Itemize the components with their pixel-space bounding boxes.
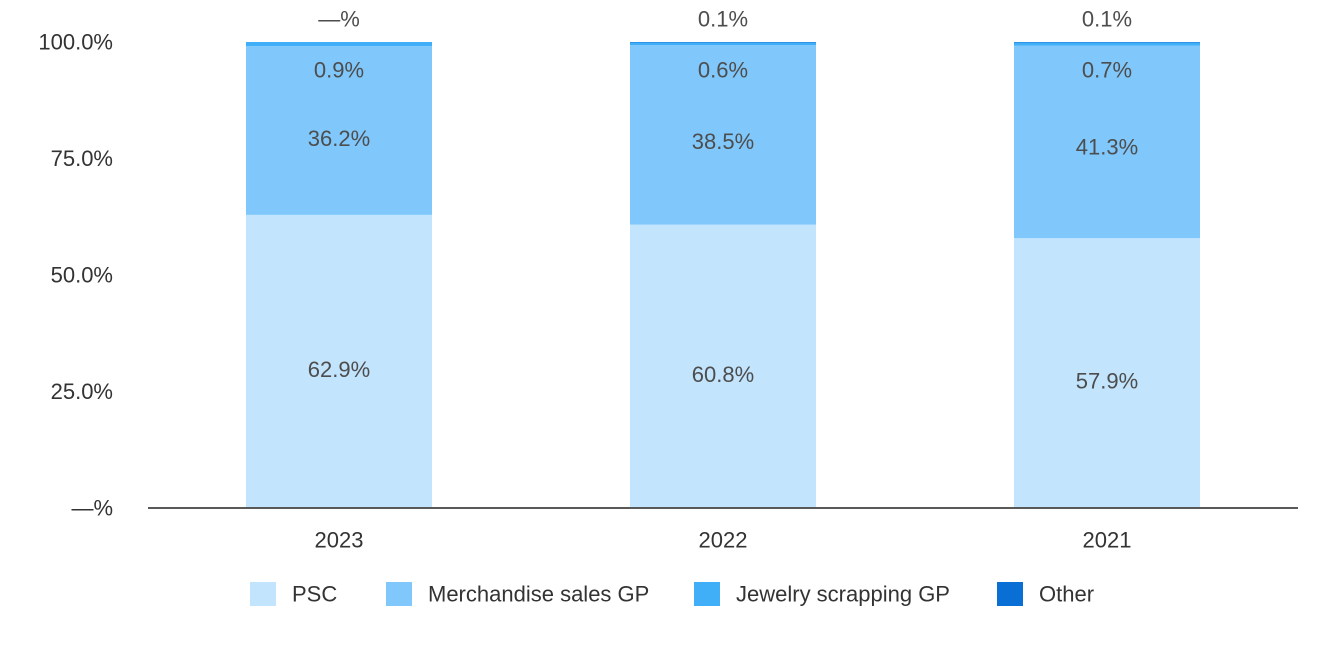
bar-segment-merchandise-sales-gp [630, 45, 816, 225]
y-tick-label: 25.0% [51, 379, 113, 404]
bar-segment-jewelry-scrapping-gp [246, 42, 432, 47]
legend-swatch [997, 582, 1023, 606]
bar-segment-psc [630, 224, 816, 508]
legend-label: Other [1039, 582, 1094, 607]
legend-label: Jewelry scrapping GP [736, 582, 950, 607]
bar-segment-merchandise-sales-gp [246, 46, 432, 215]
x-axis-ticks: 2023 2022 2021 [315, 528, 1132, 553]
data-label: 57.9% [1076, 369, 1138, 394]
data-label: 60.8% [692, 362, 754, 387]
bar-segment-merchandise-sales-gp [1014, 45, 1200, 239]
y-tick-label: 100.0% [38, 30, 113, 55]
segment-labels: 62.9% 36.2% 0.9% —% 60.8% 38.5% 0.6% 0.1% 57.9% 4… [308, 7, 1138, 394]
data-label: 0.6% [698, 58, 748, 83]
y-tick-label: —% [71, 496, 113, 521]
bar-segment-jewelry-scrapping-gp [1014, 42, 1200, 46]
x-tick-label: 2021 [1083, 528, 1132, 553]
legend: PSC Merchandise sales GP Jewelry scrapping… [250, 582, 1094, 607]
legend-swatch [250, 582, 276, 606]
bar-segment-psc [1014, 238, 1200, 508]
y-tick-label: 75.0% [51, 146, 113, 171]
data-label: 36.2% [308, 126, 370, 151]
legend-label: PSC [292, 582, 337, 607]
data-label: 0.7% [1082, 58, 1132, 83]
data-label: 0.1% [1082, 7, 1132, 32]
x-tick-label: 2022 [699, 528, 748, 553]
legend-swatch [386, 582, 412, 606]
data-label: 38.5% [692, 129, 754, 154]
x-tick-label: 2023 [315, 528, 364, 553]
legend-swatch [694, 582, 720, 606]
data-label: 0.1% [698, 7, 748, 32]
y-axis-ticks: —% 25.0% 50.0% 75.0% 100.0% [38, 30, 113, 521]
y-tick-label: 50.0% [51, 263, 113, 288]
bar-segment-jewelry-scrapping-gp [630, 42, 816, 46]
data-label: —% [318, 7, 360, 32]
bars [246, 42, 1200, 509]
data-label: 62.9% [308, 357, 370, 382]
legend-label: Merchandise sales GP [428, 582, 649, 607]
data-label: 0.9% [314, 58, 364, 83]
data-label: 41.3% [1076, 134, 1138, 159]
bar-segment-psc [246, 214, 432, 509]
